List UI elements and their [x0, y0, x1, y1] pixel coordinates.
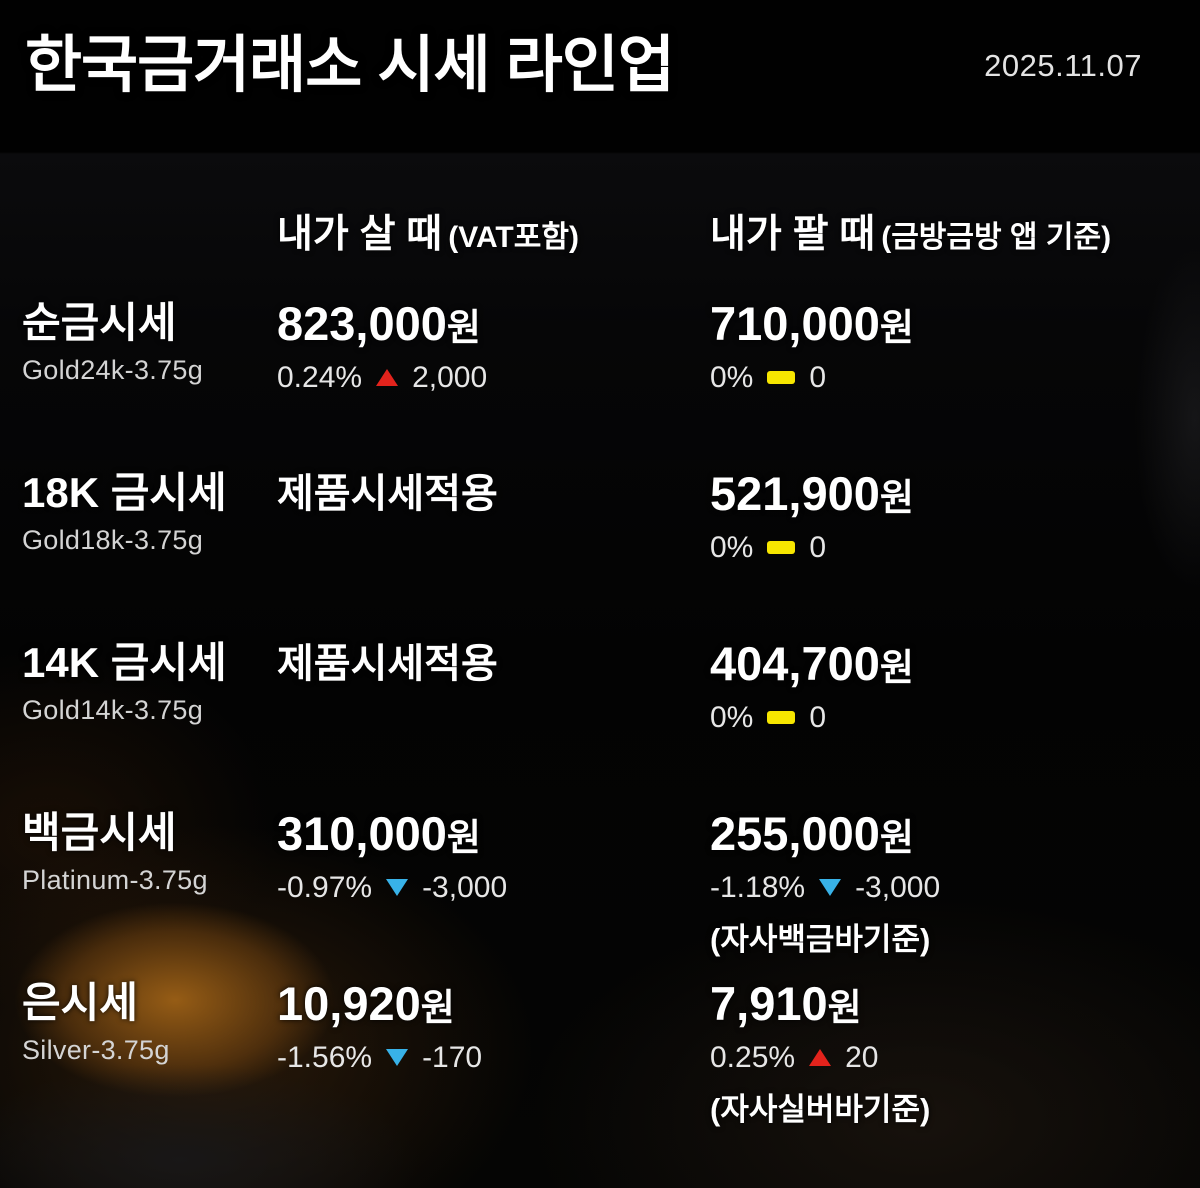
- price-row-gold24k: 순금시세 Gold24k-3.75g 823,000원 0.24% 2,000 …: [0, 295, 1200, 465]
- price-applied-text: 제품시세적용: [277, 472, 498, 516]
- sell-cell: 404,700원 0% 0: [710, 635, 1200, 805]
- price-table: 내가 살 때 (VAT포함) 내가 팔 때 (금방금방 앱 기준) 순금시세 Gol…: [0, 203, 1200, 1145]
- down-triangle-icon: [386, 1049, 409, 1067]
- buy-cell: 823,000원 0.24% 2,000: [277, 295, 710, 465]
- change-percent: 0.24%: [277, 360, 363, 394]
- sell-price: 7,910원: [710, 977, 862, 1030]
- change-amount: 20: [845, 1040, 879, 1074]
- price-row-silver: 은시세 Silver-3.75g 10,920원 -1.56% -170 7,9…: [0, 975, 1200, 1145]
- change-percent: -1.56%: [277, 1040, 373, 1074]
- page-title: 한국금거래소 시세 라인업: [25, 31, 675, 100]
- change-amount: 0: [809, 530, 827, 564]
- buy-change: -1.56% -170: [277, 1041, 710, 1075]
- down-triangle-icon: [819, 879, 842, 897]
- change-amount: 0: [809, 360, 827, 394]
- won-unit: 원: [420, 987, 455, 1028]
- change-amount: 2,000: [412, 360, 488, 394]
- sell-column-subtitle: (금방금방 앱 기준): [881, 221, 1112, 254]
- buy-change: -0.97% -3,000: [277, 871, 710, 905]
- metal-name: 18K 금시세: [22, 469, 227, 516]
- metal-name: 순금시세: [22, 299, 177, 346]
- won-unit: 원: [879, 307, 914, 348]
- change-percent: -0.97%: [277, 870, 373, 904]
- sell-price: 404,700원: [710, 637, 914, 690]
- metal-name: 14K 금시세: [22, 639, 227, 686]
- metal-label-cell: 18K 금시세 Gold18k-3.75g: [22, 465, 277, 635]
- metal-label-cell: 백금시세 Platinum-3.75g: [22, 805, 277, 975]
- buy-cell: 10,920원 -1.56% -170: [277, 975, 710, 1145]
- up-triangle-icon: [809, 1049, 832, 1067]
- sell-basis-note: (자사실버바기준): [710, 1091, 931, 1127]
- sell-price: 521,900원: [710, 467, 914, 520]
- metal-label-cell: 은시세 Silver-3.75g: [22, 975, 277, 1145]
- buy-column-title: 내가 살 때: [277, 213, 443, 256]
- sell-basis-note: (자사백금바기준): [710, 921, 931, 957]
- down-triangle-icon: [386, 879, 409, 897]
- flat-dash-icon: [767, 711, 796, 725]
- won-unit: 원: [879, 647, 914, 688]
- sell-column-header: 내가 팔 때 (금방금방 앱 기준): [710, 203, 1200, 259]
- change-percent: 0%: [710, 700, 754, 734]
- metal-sub: Platinum-3.75g: [22, 865, 208, 896]
- change-percent: 0%: [710, 530, 754, 564]
- table-header-row: 내가 살 때 (VAT포함) 내가 팔 때 (금방금방 앱 기준): [0, 203, 1200, 295]
- header: 한국금거래소 시세 라인업 2025.11.07: [0, 0, 1200, 101]
- price-row-gold18k: 18K 금시세 Gold18k-3.75g 제품시세적용 521,900원 0%…: [0, 465, 1200, 635]
- sell-change: 0.25% 20: [710, 1041, 1200, 1075]
- change-amount: -3,000: [855, 870, 941, 904]
- sell-change: -1.18% -3,000: [710, 871, 1200, 905]
- change-amount: -3,000: [422, 870, 508, 904]
- sell-column-title: 내가 팔 때: [710, 213, 876, 256]
- buy-column-header: 내가 살 때 (VAT포함): [277, 203, 710, 259]
- buy-change: 0.24% 2,000: [277, 361, 710, 395]
- price-row-gold14k: 14K 금시세 Gold14k-3.75g 제품시세적용 404,700원 0%…: [0, 635, 1200, 805]
- change-amount: -170: [422, 1040, 483, 1074]
- up-triangle-icon: [376, 369, 399, 387]
- buy-cell: 제품시세적용: [277, 465, 710, 635]
- metal-name: 백금시세: [22, 809, 177, 856]
- sell-change: 0% 0: [710, 531, 1200, 565]
- won-unit: 원: [879, 477, 914, 518]
- buy-price: 823,000원: [277, 297, 481, 350]
- sell-change: 0% 0: [710, 701, 1200, 735]
- metal-label-cell: 14K 금시세 Gold14k-3.75g: [22, 635, 277, 805]
- sell-cell: 710,000원 0% 0: [710, 295, 1200, 465]
- won-unit: 원: [446, 307, 481, 348]
- buy-cell: 310,000원 -0.97% -3,000: [277, 805, 710, 975]
- flat-dash-icon: [767, 371, 796, 385]
- buy-price: 10,920원: [277, 977, 455, 1030]
- buy-column-subtitle: (VAT포함): [448, 221, 579, 254]
- sell-cell: 7,910원 0.25% 20 (자사실버바기준): [710, 975, 1200, 1145]
- price-applied-text: 제품시세적용: [277, 642, 498, 686]
- flat-dash-icon: [767, 541, 796, 555]
- metal-name: 은시세: [22, 979, 138, 1026]
- won-unit: 원: [827, 987, 862, 1028]
- sell-price: 255,000원: [710, 807, 914, 860]
- sell-cell: 521,900원 0% 0: [710, 465, 1200, 635]
- metal-label-cell: 순금시세 Gold24k-3.75g: [22, 295, 277, 465]
- price-row-platinum: 백금시세 Platinum-3.75g 310,000원 -0.97% -3,0…: [0, 805, 1200, 975]
- won-unit: 원: [879, 817, 914, 858]
- change-percent: -1.18%: [710, 870, 806, 904]
- buy-cell: 제품시세적용: [277, 635, 710, 805]
- date-label: 2025.11.07: [984, 47, 1142, 83]
- change-percent: 0.25%: [710, 1040, 796, 1074]
- sell-price: 710,000원: [710, 297, 914, 350]
- sell-change: 0% 0: [710, 361, 1200, 395]
- metal-sub: Silver-3.75g: [22, 1035, 170, 1066]
- sell-cell: 255,000원 -1.18% -3,000 (자사백금바기준): [710, 805, 1200, 975]
- buy-price: 310,000원: [277, 807, 481, 860]
- metal-sub: Gold14k-3.75g: [22, 695, 204, 726]
- won-unit: 원: [446, 817, 481, 858]
- change-amount: 0: [809, 700, 827, 734]
- metal-sub: Gold18k-3.75g: [22, 525, 204, 556]
- change-percent: 0%: [710, 360, 754, 394]
- metal-sub: Gold24k-3.75g: [22, 355, 204, 386]
